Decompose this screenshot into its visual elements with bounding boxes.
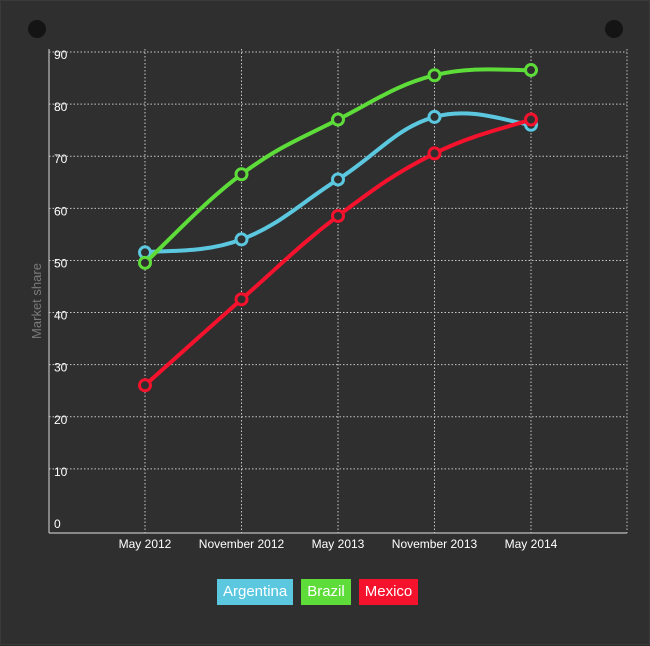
y-tick-label: 40 xyxy=(54,309,68,323)
legend: Argentina Brazil Mexico xyxy=(217,579,419,605)
y-tick-label: 90 xyxy=(54,48,68,62)
data-point-brazil[interactable] xyxy=(427,68,442,83)
data-point-argentina[interactable] xyxy=(331,172,345,187)
data-point-mexico[interactable] xyxy=(331,208,345,223)
data-point-brazil[interactable] xyxy=(234,167,249,182)
x-tick-labels: May 2012 November 2012 May 2013 November 20… xyxy=(119,537,558,551)
legend-item-argentina[interactable]: Argentina xyxy=(217,579,294,605)
y-axis-label: Market share xyxy=(29,263,44,339)
x-tick-label: November 2012 xyxy=(199,537,285,551)
x-tick-label: May 2014 xyxy=(505,537,558,551)
x-tick-label: November 2013 xyxy=(392,537,478,551)
data-point-mexico[interactable] xyxy=(234,292,249,307)
data-point-mexico[interactable] xyxy=(138,378,152,393)
y-tick-label: 50 xyxy=(54,256,68,270)
grid xyxy=(48,49,628,534)
y-tick-label: 10 xyxy=(54,465,68,479)
y-tick-label: 80 xyxy=(54,100,68,114)
corner-screw-right-icon xyxy=(605,20,623,38)
y-tick-label: 30 xyxy=(54,361,68,375)
data-point-argentina[interactable] xyxy=(234,232,249,247)
y-tick-labels: 0 10 20 30 40 50 60 70 80 90 xyxy=(54,48,68,531)
legend-item-mexico[interactable]: Mexico xyxy=(358,579,419,605)
data-point-mexico[interactable] xyxy=(524,112,538,127)
y-tick-label: 60 xyxy=(54,204,68,218)
series xyxy=(138,63,538,393)
corner-screw-left-icon xyxy=(28,20,46,38)
data-point-brazil[interactable] xyxy=(138,255,152,270)
y-tick-label: 70 xyxy=(54,152,68,166)
y-tick-label: 0 xyxy=(54,517,61,531)
data-point-brazil[interactable] xyxy=(524,63,538,78)
legend-item-brazil[interactable]: Brazil xyxy=(301,579,351,605)
data-point-brazil[interactable] xyxy=(331,112,345,127)
y-tick-label: 20 xyxy=(54,413,68,427)
x-tick-label: May 2012 xyxy=(119,537,172,551)
x-tick-label: May 2013 xyxy=(312,537,365,551)
data-point-argentina[interactable] xyxy=(427,109,442,124)
data-point-mexico[interactable] xyxy=(427,146,442,161)
